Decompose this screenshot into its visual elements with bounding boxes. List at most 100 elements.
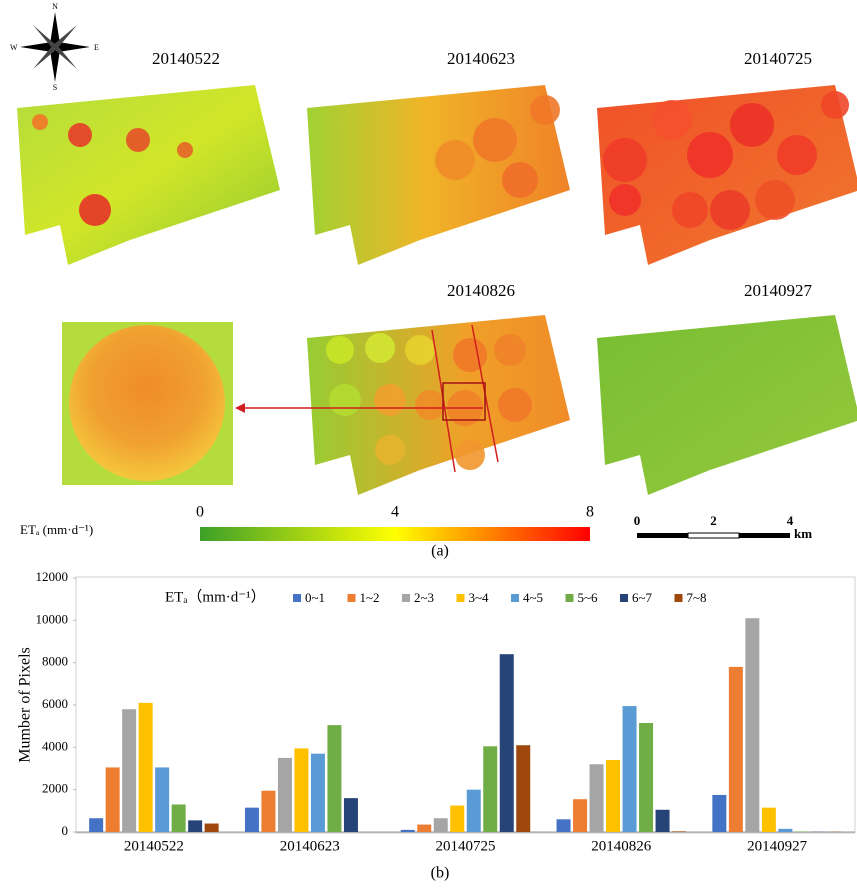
map-field xyxy=(374,384,406,416)
map-field xyxy=(415,390,445,420)
bar xyxy=(89,818,103,832)
bar xyxy=(745,618,759,832)
scalebar-tick-label: 2 xyxy=(710,513,717,528)
map-field xyxy=(730,103,774,147)
colorbar-tick-label: 0 xyxy=(196,504,204,521)
bar xyxy=(450,806,464,832)
map-title: 20140826 xyxy=(447,281,515,300)
map-field xyxy=(821,91,849,119)
scalebar-unit: km xyxy=(794,526,812,541)
map-field xyxy=(326,336,354,364)
map-title: 20140522 xyxy=(152,49,220,68)
compass-w: W xyxy=(10,43,18,52)
legend-label: 4~5 xyxy=(523,590,543,605)
scalebar-segment xyxy=(739,533,790,538)
x-tick-label: 20140623 xyxy=(280,838,340,854)
bar xyxy=(245,808,259,832)
map-field xyxy=(502,162,538,198)
compass-s: S xyxy=(53,83,57,92)
maps xyxy=(17,85,857,495)
scalebar-tick-label: 4 xyxy=(787,513,794,528)
legend-label: 1~2 xyxy=(360,590,380,605)
map-field xyxy=(652,100,692,140)
bar xyxy=(205,824,219,832)
bar xyxy=(623,706,637,832)
map-field xyxy=(435,140,475,180)
map-field xyxy=(32,114,48,130)
bar xyxy=(729,667,743,832)
map-field xyxy=(375,435,405,465)
bar xyxy=(590,764,604,832)
scalebar xyxy=(637,533,790,538)
legend-label: 6~7 xyxy=(632,590,653,605)
bar xyxy=(172,804,186,832)
legend-swatch xyxy=(511,594,519,602)
bar xyxy=(434,818,448,832)
legend-swatch xyxy=(620,594,628,602)
caption: (a) xyxy=(431,543,449,560)
compass: N E S W xyxy=(10,2,99,92)
bar xyxy=(311,754,325,832)
bar xyxy=(483,746,497,832)
zoom-arrowhead xyxy=(235,403,245,413)
figure: N E S W 20140522 20140623 20140725 20140… xyxy=(0,0,857,891)
scalebar-segment xyxy=(688,533,739,538)
map-field xyxy=(68,123,92,147)
bar xyxy=(712,795,726,832)
y-axis-label: Mumber of Pixels xyxy=(17,647,34,763)
bar xyxy=(573,799,587,832)
legend-label: 3~4 xyxy=(469,590,490,605)
map-field xyxy=(672,192,708,228)
map xyxy=(17,85,280,265)
bar xyxy=(106,767,120,832)
y-tick-label: 8000 xyxy=(42,654,68,669)
compass-e: E xyxy=(94,43,99,52)
bar xyxy=(417,825,431,832)
y-tick-label: 12000 xyxy=(36,569,69,584)
scalebar-tick-label: 0 xyxy=(634,513,641,528)
legend-label: 2~3 xyxy=(414,590,434,605)
y-tick-label: 4000 xyxy=(42,738,68,753)
bar xyxy=(261,791,275,832)
map-field xyxy=(455,440,485,470)
zoom-field xyxy=(69,325,225,481)
bar xyxy=(656,810,670,832)
bar xyxy=(500,654,514,832)
bar xyxy=(344,798,358,832)
map-field xyxy=(687,132,733,178)
bar xyxy=(294,748,308,832)
legend-swatch xyxy=(457,594,465,602)
legend-swatch xyxy=(348,594,356,602)
map-field xyxy=(498,388,532,422)
map-title: 20140927 xyxy=(744,281,813,300)
map-field xyxy=(453,338,487,372)
map-field xyxy=(405,335,435,365)
y-tick-label: 0 xyxy=(62,823,69,838)
map-field xyxy=(329,384,361,416)
bar xyxy=(467,790,481,832)
legend-label: 0~1 xyxy=(305,590,325,605)
legend-title: ETₐ（mm·d⁻¹） xyxy=(165,588,266,605)
colorbar-label: ETₐ (mm·d⁻¹) xyxy=(20,522,93,537)
x-tick-label: 20140522 xyxy=(124,838,184,854)
legend-swatch xyxy=(293,594,301,602)
legend-swatch xyxy=(675,594,683,602)
map-field xyxy=(177,142,193,158)
y-tick-label: 6000 xyxy=(42,696,68,711)
map-field xyxy=(777,135,817,175)
legend-swatch xyxy=(566,594,574,602)
bar xyxy=(672,831,686,832)
scalebar-segment xyxy=(637,533,688,538)
bar-chart: Mumber of Pixels ETₐ（mm·d⁻¹） 02000400060… xyxy=(17,569,855,854)
legend-label: 5~6 xyxy=(578,590,599,605)
colorbar xyxy=(200,527,590,541)
bar xyxy=(327,725,341,832)
map-title: 20140623 xyxy=(447,49,515,68)
bar xyxy=(606,760,620,832)
y-tick-label: 10000 xyxy=(36,611,69,626)
map-field xyxy=(126,128,150,152)
bar xyxy=(401,830,415,832)
bar xyxy=(639,723,653,832)
map-field xyxy=(710,190,750,230)
